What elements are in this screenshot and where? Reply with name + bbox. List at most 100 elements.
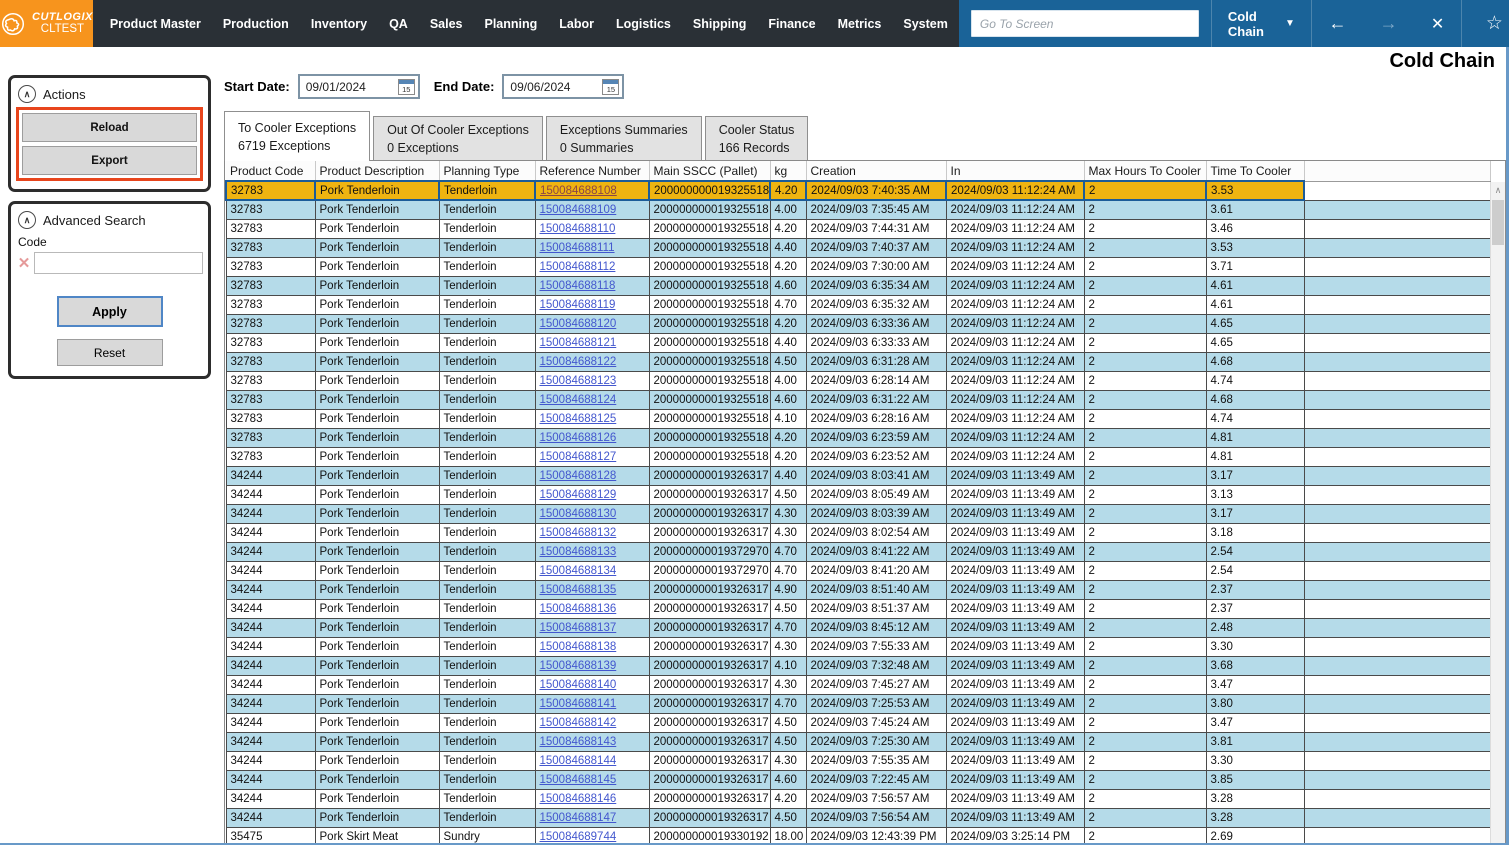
- table-row[interactable]: 32783 Pork Tenderloin Tenderloin 1500846881…: [225, 351, 1491, 372]
- table-row[interactable]: 34244 Pork Tenderloin Tenderloin 1500846881…: [225, 655, 1491, 676]
- reference-number-link[interactable]: 150084688138: [539, 640, 617, 653]
- collapse-actions-icon[interactable]: ∧: [18, 85, 36, 103]
- table-row[interactable]: 32783 Pork Tenderloin Tenderloin 1500846881…: [225, 294, 1491, 315]
- nav-system[interactable]: System: [903, 16, 948, 31]
- reference-number-link[interactable]: 150084688139: [539, 659, 617, 672]
- reference-number-link[interactable]: 150084688121: [539, 336, 617, 349]
- reference-number-link[interactable]: 150084688141: [539, 697, 617, 710]
- reference-number-link[interactable]: 150084688129: [539, 488, 617, 501]
- cell-reference_number[interactable]: 150084688128: [534, 465, 650, 486]
- reference-number-link[interactable]: 150084688122: [539, 355, 617, 368]
- start-date-input[interactable]: [305, 79, 398, 94]
- nav-finance[interactable]: Finance: [768, 16, 816, 31]
- reference-number-link[interactable]: 150084688135: [539, 583, 617, 596]
- table-row[interactable]: 32783 Pork Tenderloin Tenderloin 1500846881…: [225, 332, 1491, 353]
- nav-metrics[interactable]: Metrics: [837, 16, 882, 31]
- cell-reference_number[interactable]: 150084689744: [534, 826, 650, 843]
- reference-number-link[interactable]: 150084688120: [539, 317, 617, 330]
- cell-reference_number[interactable]: 150084688137: [534, 617, 650, 638]
- cell-reference_number[interactable]: 150084688134: [534, 560, 650, 581]
- nav-planning[interactable]: Planning: [484, 16, 538, 31]
- collapse-advanced-search-icon[interactable]: ∧: [18, 211, 36, 229]
- tab-cooler-status[interactable]: Cooler Status 166 Records: [704, 116, 809, 162]
- cell-reference_number[interactable]: 150084688146: [534, 788, 650, 809]
- cell-reference_number[interactable]: 150084688132: [534, 522, 650, 543]
- table-row[interactable]: 34244 Pork Tenderloin Tenderloin 1500846881…: [225, 541, 1491, 562]
- cell-reference_number[interactable]: 150084688126: [534, 427, 650, 448]
- nav-sales[interactable]: Sales: [429, 16, 463, 31]
- reference-number-link[interactable]: 150084688130: [539, 507, 617, 520]
- reference-number-link[interactable]: 150084688123: [539, 374, 617, 387]
- cell-reference_number[interactable]: 150084688121: [534, 332, 650, 353]
- reference-number-link[interactable]: 150084688109: [539, 203, 617, 216]
- col-product-code[interactable]: Product Code: [226, 161, 316, 182]
- table-row[interactable]: 32783 Pork Tenderloin Tenderloin 1500846881…: [225, 199, 1491, 220]
- cell-reference_number[interactable]: 150084688139: [534, 655, 650, 676]
- cell-reference_number[interactable]: 150084688147: [534, 807, 650, 828]
- reference-number-link[interactable]: 150084688132: [539, 526, 617, 539]
- col-time-to-cooler[interactable]: Time To Cooler: [1205, 161, 1305, 182]
- cell-reference_number[interactable]: 150084688141: [534, 693, 650, 714]
- reference-number-link[interactable]: 150084688128: [539, 469, 617, 482]
- cell-reference_number[interactable]: 150084688123: [534, 370, 650, 391]
- table-row[interactable]: 34244 Pork Tenderloin Tenderloin 1500846881…: [225, 731, 1491, 752]
- reload-button[interactable]: Reload: [22, 113, 197, 142]
- table-row[interactable]: 34244 Pork Tenderloin Tenderloin 1500846881…: [225, 503, 1491, 524]
- table-row[interactable]: 34244 Pork Tenderloin Tenderloin 1500846881…: [225, 560, 1491, 581]
- col-main-sscc[interactable]: Main SSCC (Pallet): [648, 161, 771, 182]
- col-kg[interactable]: kg: [769, 161, 807, 182]
- cell-reference_number[interactable]: 150084688138: [534, 636, 650, 657]
- cell-reference_number[interactable]: 150084688145: [534, 769, 650, 790]
- table-row[interactable]: 32783 Pork Tenderloin Tenderloin 1500846881…: [225, 408, 1491, 429]
- cell-reference_number[interactable]: 150084688122: [534, 351, 650, 372]
- reference-number-link[interactable]: 150084688118: [539, 279, 616, 292]
- apply-button[interactable]: Apply: [56, 296, 163, 327]
- table-row[interactable]: 32783 Pork Tenderloin Tenderloin 1500846881…: [225, 370, 1491, 391]
- reference-number-link[interactable]: 150084688110: [539, 222, 616, 235]
- reference-number-link[interactable]: 150084688144: [539, 754, 617, 767]
- reference-number-link[interactable]: 150084688137: [539, 621, 617, 634]
- vertical-scrollbar[interactable]: ∧: [1490, 182, 1505, 843]
- col-creation[interactable]: Creation: [805, 161, 947, 182]
- table-row[interactable]: 32783 Pork Tenderloin Tenderloin 1500846881…: [225, 237, 1491, 258]
- table-row[interactable]: 32783 Pork Tenderloin Tenderloin 1500846881…: [225, 427, 1491, 448]
- table-row[interactable]: 34244 Pork Tenderloin Tenderloin 1500846881…: [225, 617, 1491, 638]
- reference-number-link[interactable]: 150084688133: [539, 545, 617, 558]
- table-row[interactable]: 32783 Pork Tenderloin Tenderloin 1500846881…: [225, 275, 1491, 296]
- table-row[interactable]: 34244 Pork Tenderloin Tenderloin 1500846881…: [225, 636, 1491, 657]
- cell-reference_number[interactable]: 150084688111: [534, 237, 650, 258]
- reference-number-link[interactable]: 150084688134: [539, 564, 617, 577]
- table-row[interactable]: 32783 Pork Tenderloin Tenderloin 1500846881…: [225, 389, 1491, 410]
- clear-code-icon[interactable]: ✕: [17, 255, 31, 272]
- nav-labor[interactable]: Labor: [559, 16, 595, 31]
- table-row[interactable]: 32783 Pork Tenderloin Tenderloin 1500846881…: [225, 218, 1491, 239]
- cell-reference_number[interactable]: 150084688144: [534, 750, 650, 771]
- nav-product-master[interactable]: Product Master: [109, 16, 201, 31]
- table-row[interactable]: 34244 Pork Tenderloin Tenderloin 1500846881…: [225, 579, 1491, 600]
- end-date-input[interactable]: [510, 79, 603, 94]
- calendar-icon[interactable]: 15: [397, 78, 415, 95]
- cell-reference_number[interactable]: 150084688129: [534, 484, 650, 505]
- table-row[interactable]: 34244 Pork Tenderloin Tenderloin 1500846881…: [225, 693, 1491, 714]
- cell-reference_number[interactable]: 150084688127: [534, 446, 650, 467]
- cell-reference_number[interactable]: 150084688125: [534, 408, 650, 429]
- nav-shipping[interactable]: Shipping: [692, 16, 747, 31]
- reference-number-link[interactable]: 150084688136: [539, 602, 617, 615]
- goto-screen-input[interactable]: [970, 10, 1199, 37]
- tab-exceptions-summaries[interactable]: Exceptions Summaries 0 Summaries: [545, 116, 702, 162]
- table-row[interactable]: 34244 Pork Tenderloin Tenderloin 1500846881…: [225, 522, 1491, 543]
- table-row[interactable]: 32783 Pork Tenderloin Tenderloin 1500846881…: [225, 313, 1491, 334]
- table-row[interactable]: 34244 Pork Tenderloin Tenderloin 1500846881…: [225, 769, 1491, 790]
- cell-reference_number[interactable]: 150084688136: [534, 598, 650, 619]
- reference-number-link[interactable]: 150084688127: [539, 450, 617, 463]
- cell-reference_number[interactable]: 150084688109: [534, 199, 650, 220]
- col-product-description[interactable]: Product Description: [314, 161, 440, 182]
- reset-button[interactable]: Reset: [56, 339, 163, 366]
- reference-number-link[interactable]: 150084688111: [539, 241, 615, 254]
- table-row[interactable]: 34244 Pork Tenderloin Tenderloin 1500846881…: [225, 598, 1491, 619]
- table-row[interactable]: 34244 Pork Tenderloin Tenderloin 1500846881…: [225, 712, 1491, 733]
- cell-reference_number[interactable]: 150084688130: [534, 503, 650, 524]
- cell-reference_number[interactable]: 150084688142: [534, 712, 650, 733]
- cell-reference_number[interactable]: 150084688110: [534, 218, 650, 239]
- scroll-up-icon[interactable]: ∧: [1494, 185, 1502, 195]
